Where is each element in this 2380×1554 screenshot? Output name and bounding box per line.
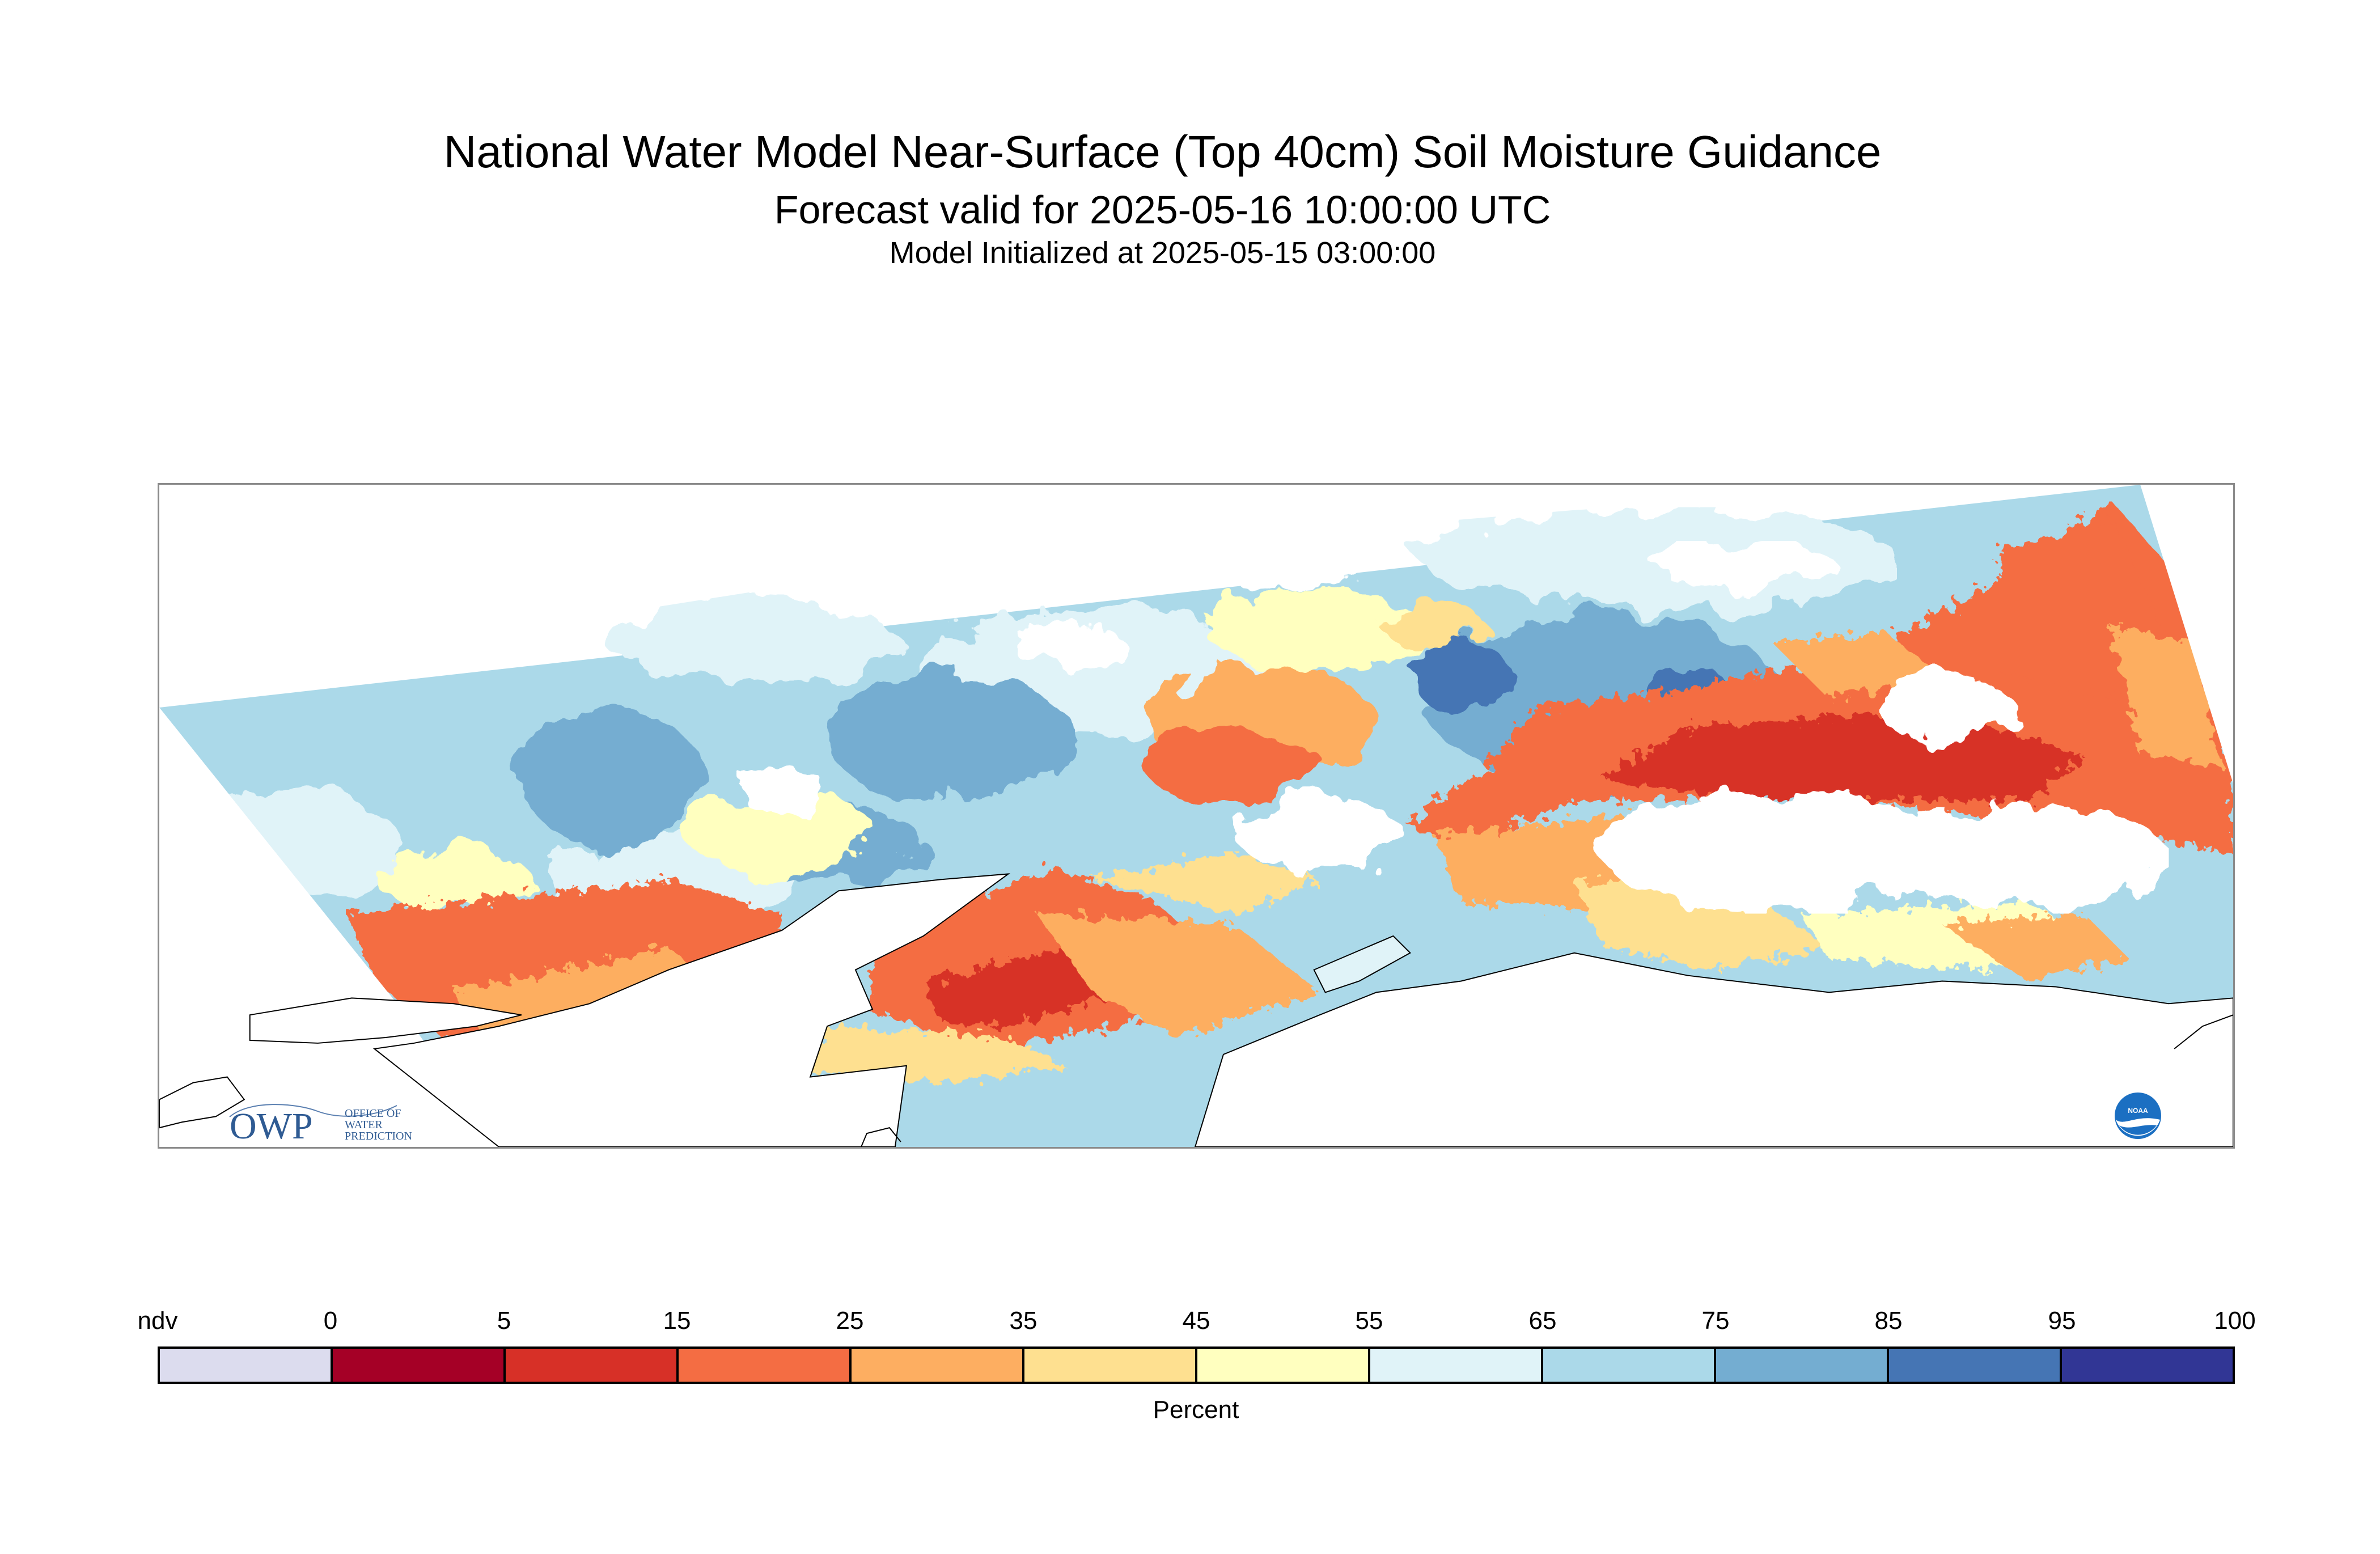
noaa-logo: NOAA <box>2114 1091 2162 1140</box>
legend-unit-label: Percent <box>1153 1396 1239 1424</box>
owp-logo: OWP OFFICE OF WATER PREDICTION <box>227 1094 442 1147</box>
legend-swatch <box>1889 1349 2062 1382</box>
owp-logo-line1: OFFICE OF <box>345 1107 401 1120</box>
legend-tick-label: 0 <box>323 1307 338 1335</box>
model-init-time: Model Initialized at 2025-05-15 03:00:00 <box>889 236 1436 270</box>
legend-swatch <box>1024 1349 1197 1382</box>
legend-tick-label: 25 <box>836 1307 864 1335</box>
moisture-patterns-north <box>198 507 1897 925</box>
legend-swatch <box>852 1349 1024 1382</box>
legend-swatch <box>1197 1349 1370 1382</box>
legend-tick-label: 65 <box>1528 1307 1557 1335</box>
soil-moisture-map <box>158 483 2235 1149</box>
noaa-logo-text: NOAA <box>2128 1107 2148 1115</box>
legend-tick-label: 85 <box>1874 1307 1903 1335</box>
forecast-valid-time: Forecast valid for 2025-05-16 10:00:00 U… <box>774 188 1551 232</box>
legend-swatch <box>1543 1349 1716 1382</box>
legend-swatch <box>506 1349 679 1382</box>
legend-swatch <box>1716 1349 1889 1382</box>
legend-tick-label: 100 <box>2214 1307 2256 1335</box>
legend-tick-label: 55 <box>1355 1307 1383 1335</box>
legend-tick-label: 5 <box>497 1307 511 1335</box>
legend-swatch <box>333 1349 506 1382</box>
legend-swatch <box>1370 1349 1543 1382</box>
legend-tick-label: ndv <box>137 1307 178 1335</box>
legend-tick-label: 15 <box>663 1307 691 1335</box>
legend-swatch <box>160 1349 333 1382</box>
legend-swatch <box>679 1349 852 1382</box>
legend-tick-labels: ndv 0 5 15 25 35 45 55 65 75 85 95 100 <box>0 1307 2380 1341</box>
water-bodies <box>159 873 2233 1147</box>
legend-swatch <box>2062 1349 2233 1382</box>
owp-logo-mark: OWP <box>230 1106 313 1145</box>
owp-logo-line2: WATER <box>345 1119 383 1131</box>
no-data-areas <box>736 541 2169 914</box>
color-legend-bar <box>158 1346 2235 1384</box>
legend-tick-label: 35 <box>1009 1307 1037 1335</box>
legend-tick-label: 75 <box>1701 1307 1730 1335</box>
map-canvas <box>159 485 2233 1147</box>
owp-logo-line3: PREDICTION <box>345 1130 412 1142</box>
legend-tick-label: 45 <box>1182 1307 1210 1335</box>
legend-tick-label: 95 <box>2048 1307 2076 1335</box>
map-title: National Water Model Near-Surface (Top 4… <box>443 126 1882 177</box>
